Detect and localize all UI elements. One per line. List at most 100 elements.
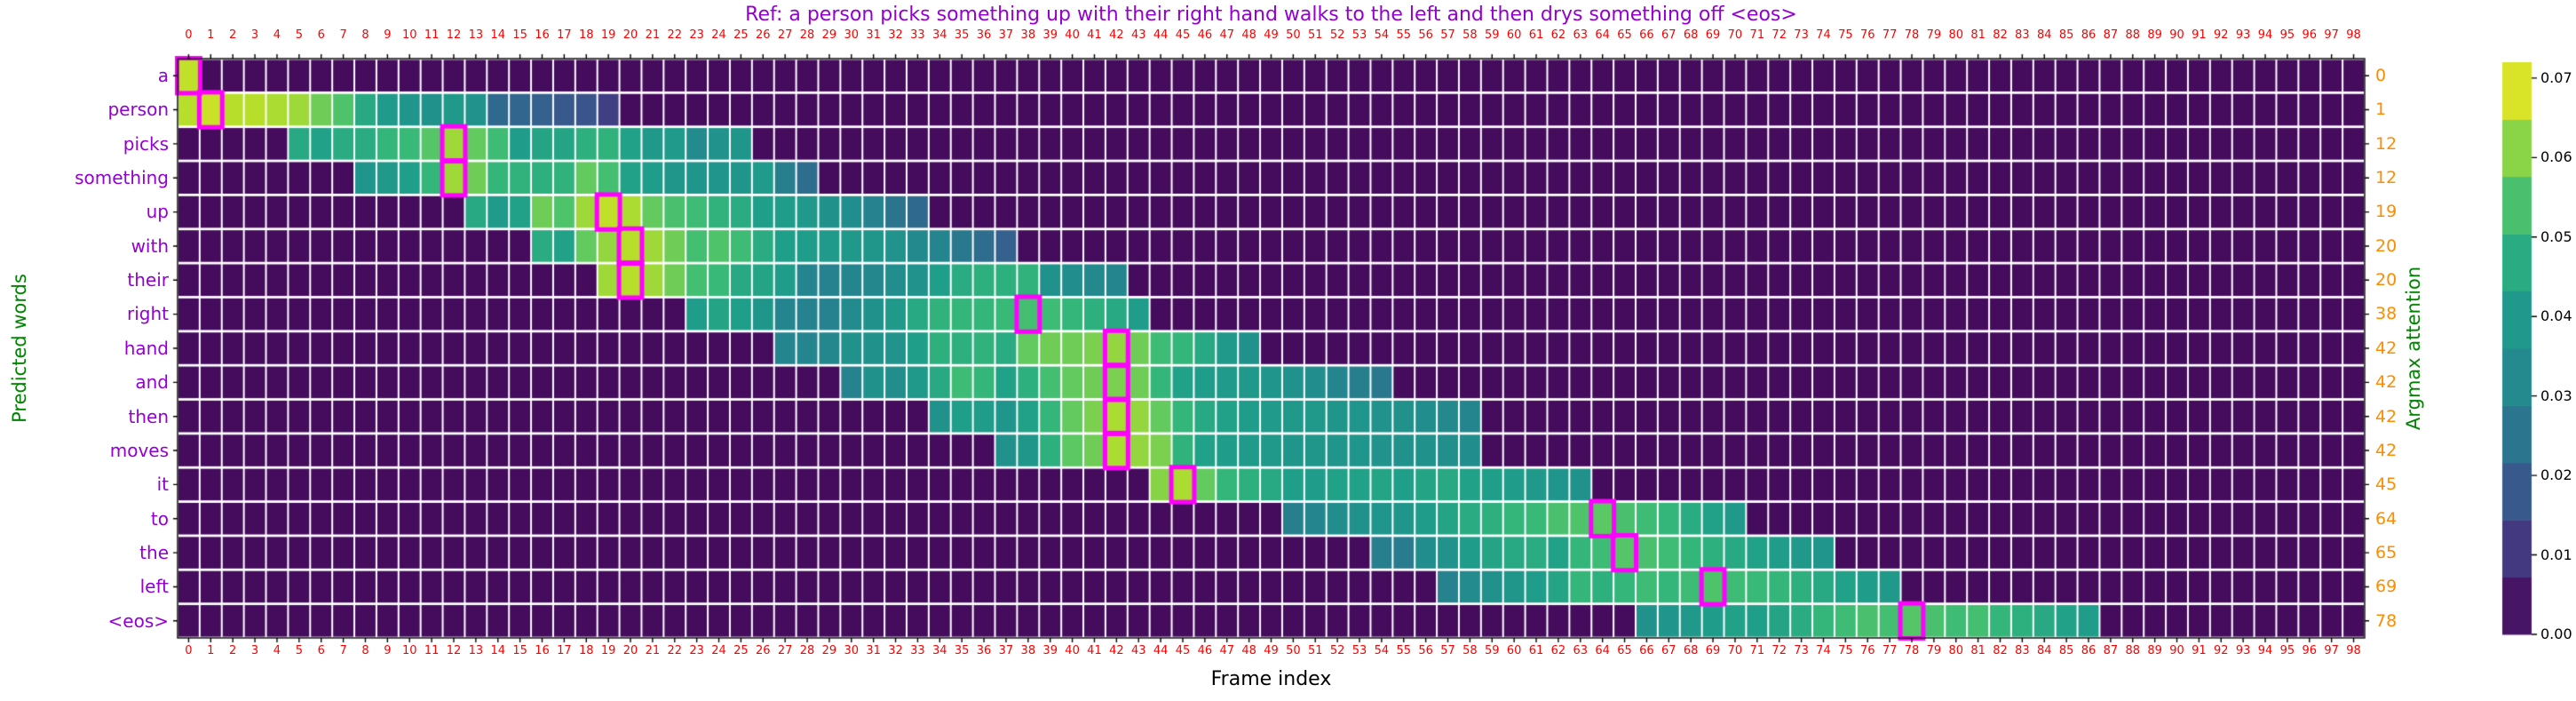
frame-tick-top: 87: [2103, 28, 2119, 42]
frame-tick-top: 18: [578, 28, 594, 42]
frame-tick-bottom: 27: [777, 644, 793, 657]
frame-tick-top: 3: [250, 28, 259, 42]
frame-tick-top: 29: [821, 28, 837, 42]
frame-tick-top: 24: [711, 28, 726, 42]
frame-tick-top: 93: [2235, 28, 2251, 42]
frame-tick-top: 64: [1595, 28, 1610, 42]
frame-tick-bottom: 3: [250, 644, 259, 657]
frame-tick-top: 2: [229, 28, 237, 42]
frame-tick-top: 9: [384, 28, 392, 42]
frame-tick-bottom: 46: [1197, 644, 1213, 657]
argmax-label: 42: [2375, 338, 2398, 358]
frame-tick-top: 47: [1219, 28, 1234, 42]
frame-tick-bottom: 58: [1462, 644, 1478, 657]
frame-tick-top: 11: [424, 28, 440, 42]
frame-tick-bottom: 71: [1749, 644, 1765, 657]
word-label: the: [139, 541, 169, 563]
frame-tick-top: 39: [1042, 28, 1058, 42]
frame-tick-top: 68: [1683, 28, 1699, 42]
frame-tick-bottom: 22: [667, 644, 683, 657]
frame-tick-top: 78: [1904, 28, 1920, 42]
word-label: right: [127, 303, 169, 325]
frame-tick-bottom: 30: [844, 644, 860, 657]
frame-tick-bottom: 85: [2058, 644, 2074, 657]
frame-tick-top: 28: [799, 28, 815, 42]
frame-tick-top: 12: [446, 28, 462, 42]
frame-tick-bottom: 73: [1794, 644, 1809, 657]
frame-tick-top: 65: [1617, 28, 1632, 42]
colorbar-tick-label: 0.04: [2540, 307, 2572, 325]
frame-tick-top: 49: [1264, 28, 1279, 42]
frame-tick-bottom: 7: [339, 644, 347, 657]
frame-tick-bottom: 18: [578, 644, 594, 657]
frame-tick-top: 62: [1550, 28, 1566, 42]
frame-tick-bottom: 53: [1351, 644, 1367, 657]
frame-tick-bottom: 74: [1816, 644, 1831, 657]
frame-tick-bottom: 35: [954, 644, 970, 657]
frame-tick-top: 55: [1396, 28, 1412, 42]
frame-tick-bottom: 62: [1550, 644, 1566, 657]
frame-tick-top: 89: [2147, 28, 2162, 42]
chart-title: Ref: a person picks something up with th…: [745, 4, 1797, 26]
frame-tick-bottom: 84: [2036, 644, 2052, 657]
frame-tick-bottom: 88: [2125, 644, 2141, 657]
frame-tick-bottom: 6: [317, 644, 325, 657]
frame-tick-bottom: 78: [1904, 644, 1920, 657]
frame-tick-bottom: 13: [468, 644, 484, 657]
colorbar-tick-label: 0.02: [2540, 466, 2572, 484]
frame-tick-top: 60: [1506, 28, 1522, 42]
argmax-label: 42: [2375, 406, 2398, 426]
frame-tick-bottom: 8: [361, 644, 369, 657]
argmax-label: 78: [2375, 610, 2398, 631]
word-label: up: [146, 201, 169, 223]
frame-tick-top: 73: [1794, 28, 1809, 42]
frame-tick-top: 30: [844, 28, 860, 42]
frame-tick-top: 77: [1882, 28, 1898, 42]
frame-tick-top: 38: [1020, 28, 1036, 42]
frame-tick-bottom: 40: [1065, 644, 1080, 657]
frame-tick-top: 25: [733, 28, 749, 42]
frame-tick-top: 50: [1286, 28, 1301, 42]
frame-tick-bottom: 77: [1882, 644, 1898, 657]
frame-tick-top: 81: [1970, 28, 1986, 42]
argmax-label: 64: [2375, 508, 2398, 529]
frame-tick-bottom: 15: [512, 644, 527, 657]
frame-tick-top: 56: [1418, 28, 1433, 42]
word-label: hand: [123, 337, 169, 359]
frame-tick-bottom: 86: [2081, 644, 2096, 657]
frame-tick-top: 67: [1661, 28, 1676, 42]
frame-tick-bottom: 0: [185, 644, 193, 657]
frame-tick-top: 90: [2169, 28, 2184, 42]
argmax-label: 65: [2375, 542, 2398, 562]
frame-tick-bottom: 70: [1727, 644, 1743, 657]
frame-tick-top: 66: [1639, 28, 1654, 42]
frame-tick-bottom: 19: [600, 644, 616, 657]
frame-tick-top: 14: [490, 28, 505, 42]
frame-tick-top: 41: [1087, 28, 1102, 42]
frame-tick-top: 42: [1109, 28, 1124, 42]
frame-tick-top: 0: [185, 28, 193, 42]
word-label: left: [139, 576, 169, 598]
frame-tick-bottom: 2: [229, 644, 237, 657]
frame-tick-top: 63: [1573, 28, 1589, 42]
frame-tick-bottom: 31: [866, 644, 881, 657]
frame-tick-top: 95: [2279, 28, 2295, 42]
argmax-label: 69: [2375, 577, 2398, 597]
frame-tick-bottom: 45: [1175, 644, 1191, 657]
frame-tick-top: 80: [1948, 28, 1963, 42]
colorbar-tick-label: 0.07: [2540, 68, 2572, 86]
frame-tick-bottom: 81: [1970, 644, 1986, 657]
word-label: <eos>: [107, 609, 169, 632]
frame-tick-top: 70: [1727, 28, 1743, 42]
frame-tick-bottom: 44: [1153, 644, 1169, 657]
frame-tick-top: 6: [317, 28, 325, 42]
frame-tick-top: 88: [2125, 28, 2141, 42]
frame-tick-bottom: 29: [821, 644, 837, 657]
argmax-label: 42: [2375, 440, 2398, 460]
argmax-label: 20: [2375, 235, 2398, 256]
frame-tick-top: 1: [207, 28, 215, 42]
word-label: with: [131, 235, 169, 257]
frame-tick-bottom: 68: [1683, 644, 1699, 657]
frame-tick-bottom: 28: [799, 644, 815, 657]
